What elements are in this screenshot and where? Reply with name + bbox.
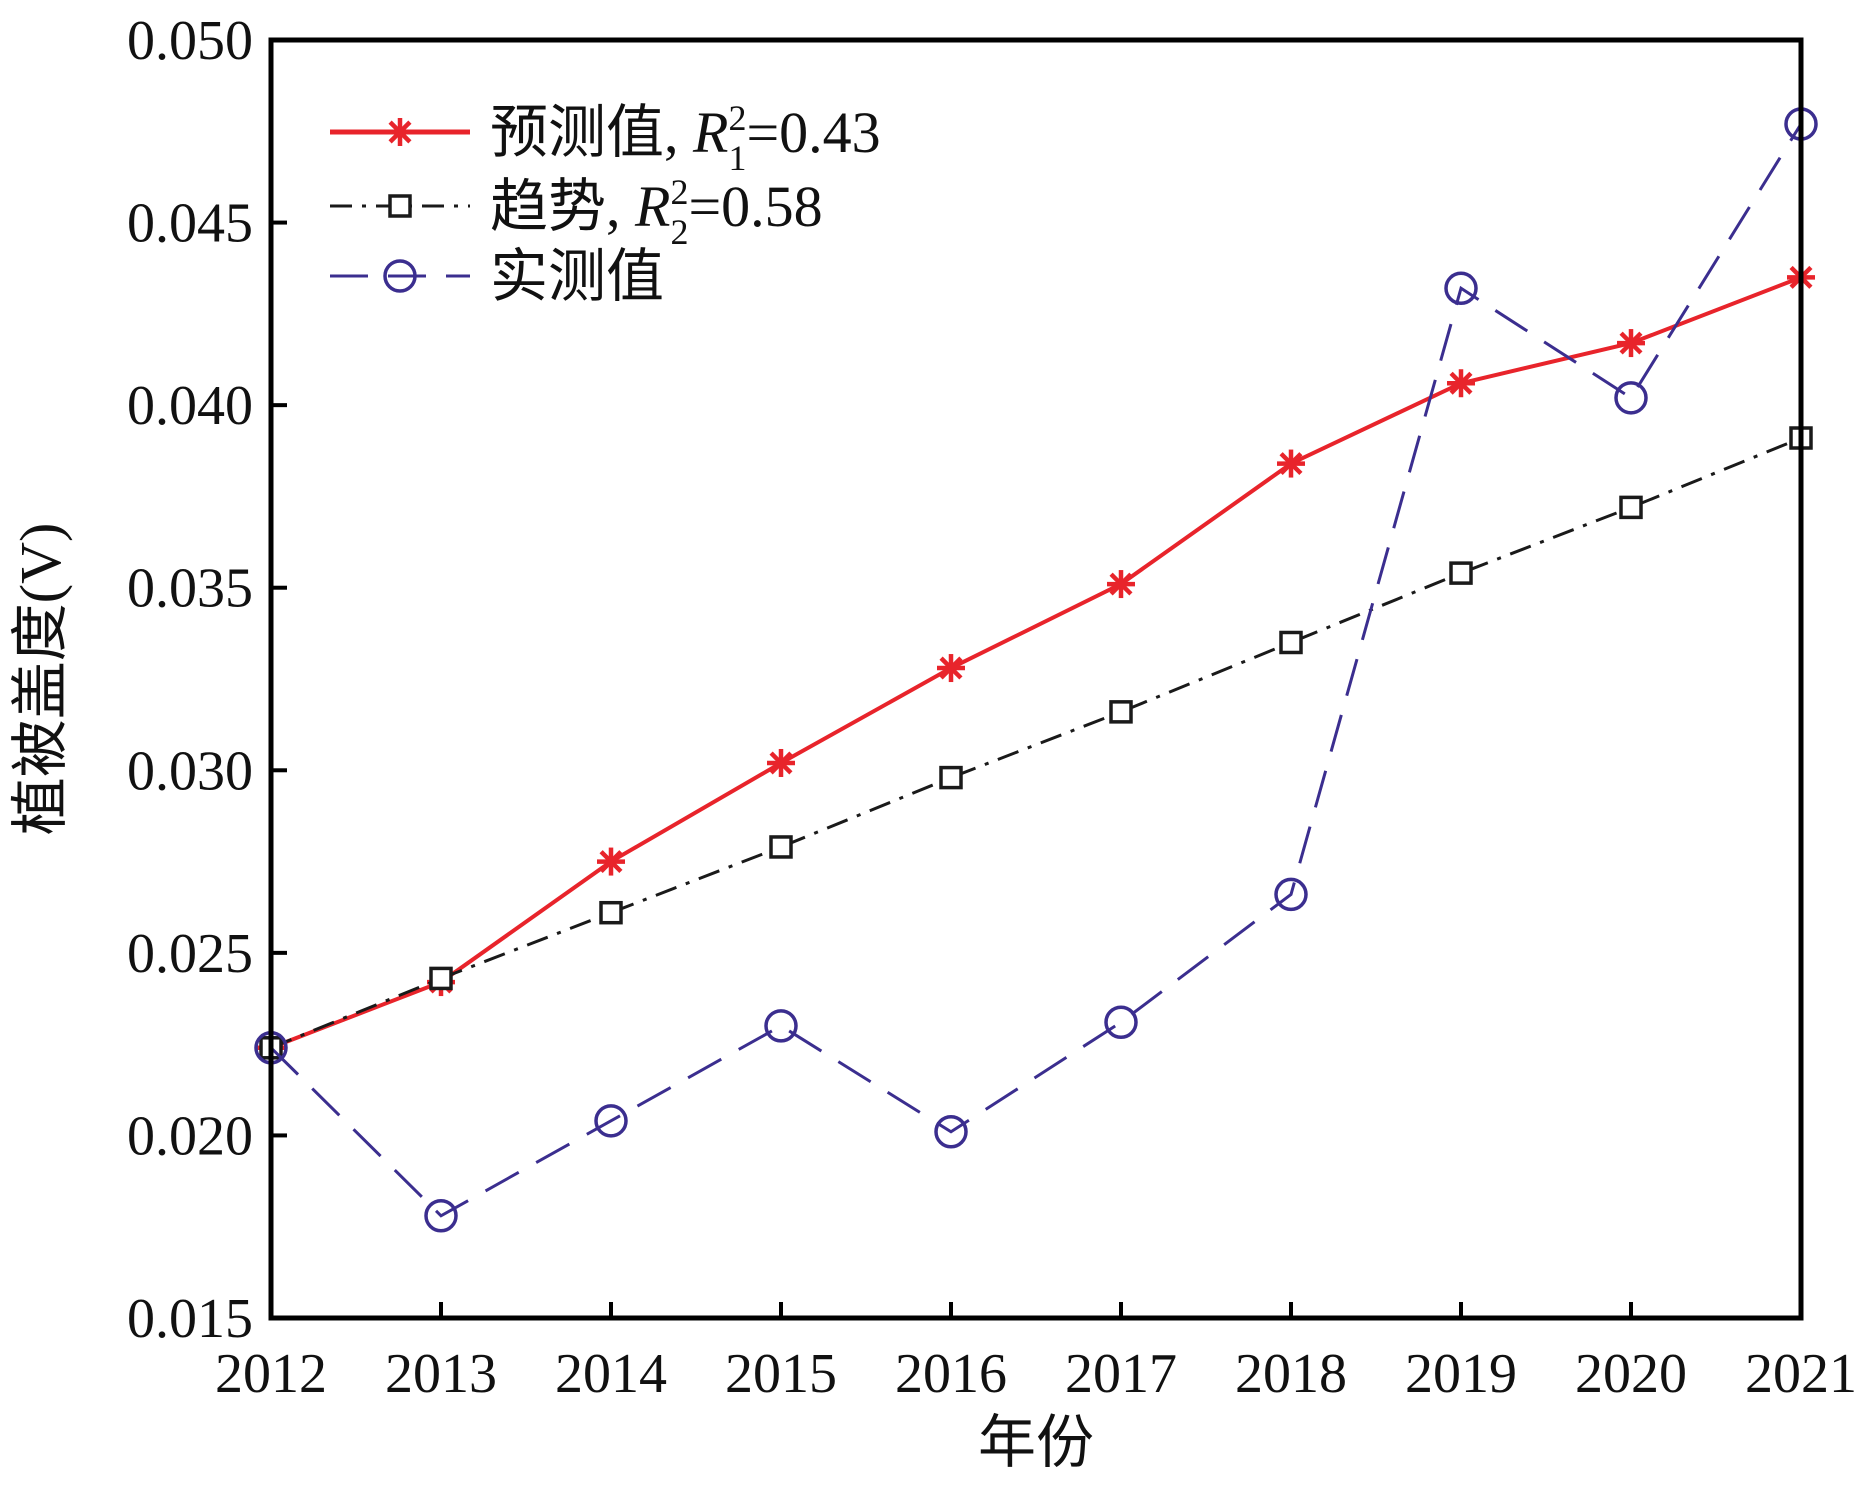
x-axis-label: 年份: [978, 1410, 1094, 1475]
series-line: [270, 436, 1802, 1050]
data-point: [429, 966, 453, 991]
data-point: [597, 847, 625, 876]
legend-item-3: 实测值: [330, 244, 664, 309]
data-point: [1274, 877, 1308, 912]
x-tick-label: 2021: [1745, 1343, 1855, 1405]
y-tick-label: 0.030: [127, 740, 253, 802]
data-point: [1279, 630, 1303, 655]
asterisk-stroke: [769, 751, 793, 775]
x-tick-label: 2020: [1575, 1343, 1687, 1405]
series-1: [257, 263, 1815, 1062]
data-point: [767, 748, 795, 777]
series-line: [270, 275, 1802, 1050]
legend-item-2: 趋势, R2 2=0.58: [330, 172, 823, 252]
legend-label: 实测值: [490, 244, 664, 309]
data-point: [599, 900, 623, 925]
asterisk-stroke: [1279, 452, 1303, 476]
data-point: [1109, 700, 1133, 724]
legend-swatch-marker: [388, 194, 412, 218]
legend-item-1: 预测值, R2 1=0.43: [330, 98, 881, 178]
data-point: [424, 1199, 458, 1233]
series-line: [269, 123, 1803, 1218]
data-point: [1614, 381, 1648, 415]
x-tick-label: 2015: [725, 1343, 837, 1405]
y-tick-label: 0.020: [127, 1105, 253, 1167]
asterisk-stroke: [1619, 331, 1643, 355]
x-tick-label: 2017: [1065, 1343, 1177, 1405]
y-tick-label: 0.040: [127, 375, 253, 437]
data-point: [1104, 1005, 1138, 1039]
asterisk-stroke: [939, 656, 963, 680]
x-tick-label: 2013: [385, 1343, 497, 1405]
y-axis-label: 植被盖度(V): [8, 523, 73, 836]
series-layer: [254, 107, 1818, 1233]
y-tick-label: 0.045: [127, 193, 253, 255]
legend-swatch-marker: [386, 118, 414, 146]
data-point: [937, 654, 965, 683]
data-point: [1444, 271, 1478, 306]
legend-label: 预测值, R2 1=0.43: [490, 98, 881, 178]
data-point: [1619, 495, 1643, 520]
legend-label: 趋势, R2 2=0.58: [490, 172, 823, 252]
data-point: [939, 765, 963, 790]
y-tick-label: 0.050: [127, 10, 253, 72]
x-tick-label: 2014: [555, 1343, 667, 1405]
plot-frame: [268, 37, 1804, 1321]
x-tick-label: 2018: [1235, 1343, 1347, 1405]
asterisk-stroke: [1109, 572, 1133, 596]
data-point: [1449, 561, 1473, 585]
data-point: [934, 1115, 968, 1149]
data-point: [1107, 570, 1135, 599]
series-2: [259, 426, 1813, 1060]
asterisk-stroke: [599, 850, 623, 874]
y-tick-label: 0.025: [127, 923, 253, 985]
data-point: [769, 835, 793, 859]
legend-swatch-marker: [383, 259, 417, 293]
y-tick-label: 0.035: [127, 558, 253, 620]
y-tick-label: 0.015: [127, 1288, 253, 1350]
x-tick-label: 2012: [215, 1343, 327, 1405]
axes-layer: 0.015 0.020 0.025 0.030 0.035 0.040 0.045 0.050…: [127, 10, 1855, 1405]
x-tick-label: 2019: [1405, 1343, 1517, 1405]
data-point: [1447, 369, 1475, 398]
data-point: [594, 1104, 628, 1138]
data-point: [1277, 449, 1305, 478]
asterisk-stroke: [388, 120, 412, 144]
asterisk-stroke: [1449, 371, 1473, 395]
data-point: [764, 1009, 798, 1043]
x-tick-label: 2016: [895, 1343, 1007, 1405]
data-point: [1617, 329, 1645, 358]
